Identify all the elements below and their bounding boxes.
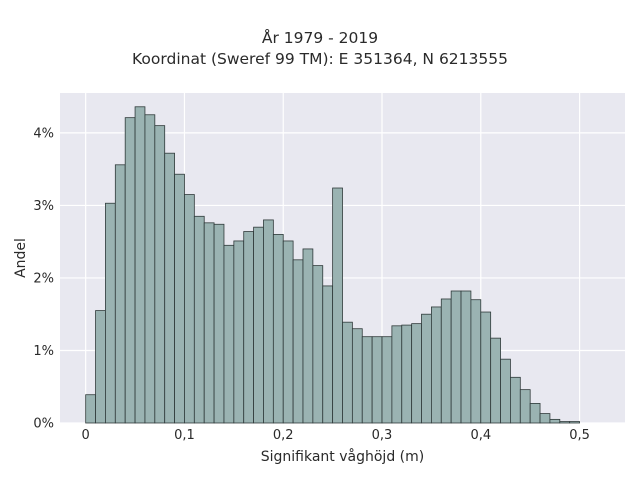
x-ticks: 0 0,1 0,2 0,3 0,4 0,5: [82, 428, 590, 443]
y-ticks: 0% 1% 2% 3% 4%: [33, 126, 54, 431]
histogram-bar: [144, 114, 156, 424]
histogram-bar: [322, 285, 334, 424]
histogram-bar: [549, 418, 561, 424]
histogram-bar: [114, 164, 126, 424]
histogram-bar: [154, 125, 166, 424]
histogram-bar: [253, 226, 264, 424]
histogram-bar: [134, 106, 146, 424]
x-tick-label: 0,4: [470, 428, 491, 443]
x-tick-label: 0,3: [372, 428, 393, 443]
y-tick-label: 3%: [33, 199, 54, 214]
bars: [85, 106, 580, 424]
chart-title: År 1979 - 2019: [261, 29, 379, 47]
histogram-bar: [401, 324, 413, 424]
histogram-bar: [233, 240, 245, 424]
histogram-bar: [421, 313, 432, 424]
histogram-bar: [312, 265, 324, 424]
histogram-bar: [519, 389, 531, 424]
histogram-bar: [371, 336, 383, 424]
histogram-bar: [430, 306, 442, 424]
histogram-bar: [203, 222, 215, 424]
histogram-bar: [559, 421, 571, 424]
histogram-bar: [263, 219, 274, 424]
x-tick-label: 0: [82, 428, 90, 443]
histogram-bar: [460, 290, 472, 424]
y-tick-label: 2%: [33, 271, 54, 286]
histogram-bar: [500, 358, 511, 424]
histogram-bar: [105, 202, 116, 424]
histogram-bar: [272, 234, 284, 424]
histogram-bar: [351, 328, 363, 424]
histogram-bar: [164, 152, 175, 424]
histogram-bar: [302, 248, 314, 424]
x-tick-label: 0,5: [569, 428, 590, 443]
histogram-bar: [510, 376, 521, 424]
histogram-bar: [213, 223, 225, 424]
y-tick-label: 0%: [33, 417, 54, 432]
histogram-bar: [470, 299, 482, 424]
histogram-bar: [569, 421, 580, 424]
y-axis-label: Andel: [13, 238, 29, 278]
histogram-bar: [529, 403, 541, 424]
histogram-bar: [193, 215, 205, 424]
histogram-bar: [124, 117, 136, 424]
histogram-bar: [490, 337, 501, 424]
chart-subtitle: Koordinat (Sweref 99 TM): E 351364, N 62…: [132, 50, 508, 68]
x-tick-label: 0,1: [174, 428, 195, 443]
histogram-bar: [480, 311, 492, 424]
histogram-bar: [95, 310, 106, 424]
histogram-bar: [411, 323, 422, 424]
histogram-bar: [332, 187, 343, 424]
histogram-bar: [450, 290, 462, 424]
x-tick-label: 0,2: [273, 428, 294, 443]
histogram-bar: [342, 321, 353, 424]
x-axis-label: Signifikant våghöjd (m): [261, 448, 424, 465]
histogram-bar: [85, 394, 96, 424]
histogram-bar: [391, 325, 403, 424]
histogram-bar: [223, 244, 235, 424]
histogram-bar: [539, 413, 551, 424]
histogram-bar: [184, 194, 195, 424]
histogram-bar: [361, 336, 373, 424]
histogram-bar: [440, 298, 452, 424]
y-tick-label: 4%: [33, 126, 54, 141]
histogram-bar: [292, 259, 304, 424]
histogram-bar: [243, 231, 255, 424]
y-tick-label: 1%: [33, 344, 54, 359]
histogram-bar: [381, 336, 393, 424]
histogram-bar: [282, 240, 294, 424]
histogram-bar: [174, 173, 185, 424]
